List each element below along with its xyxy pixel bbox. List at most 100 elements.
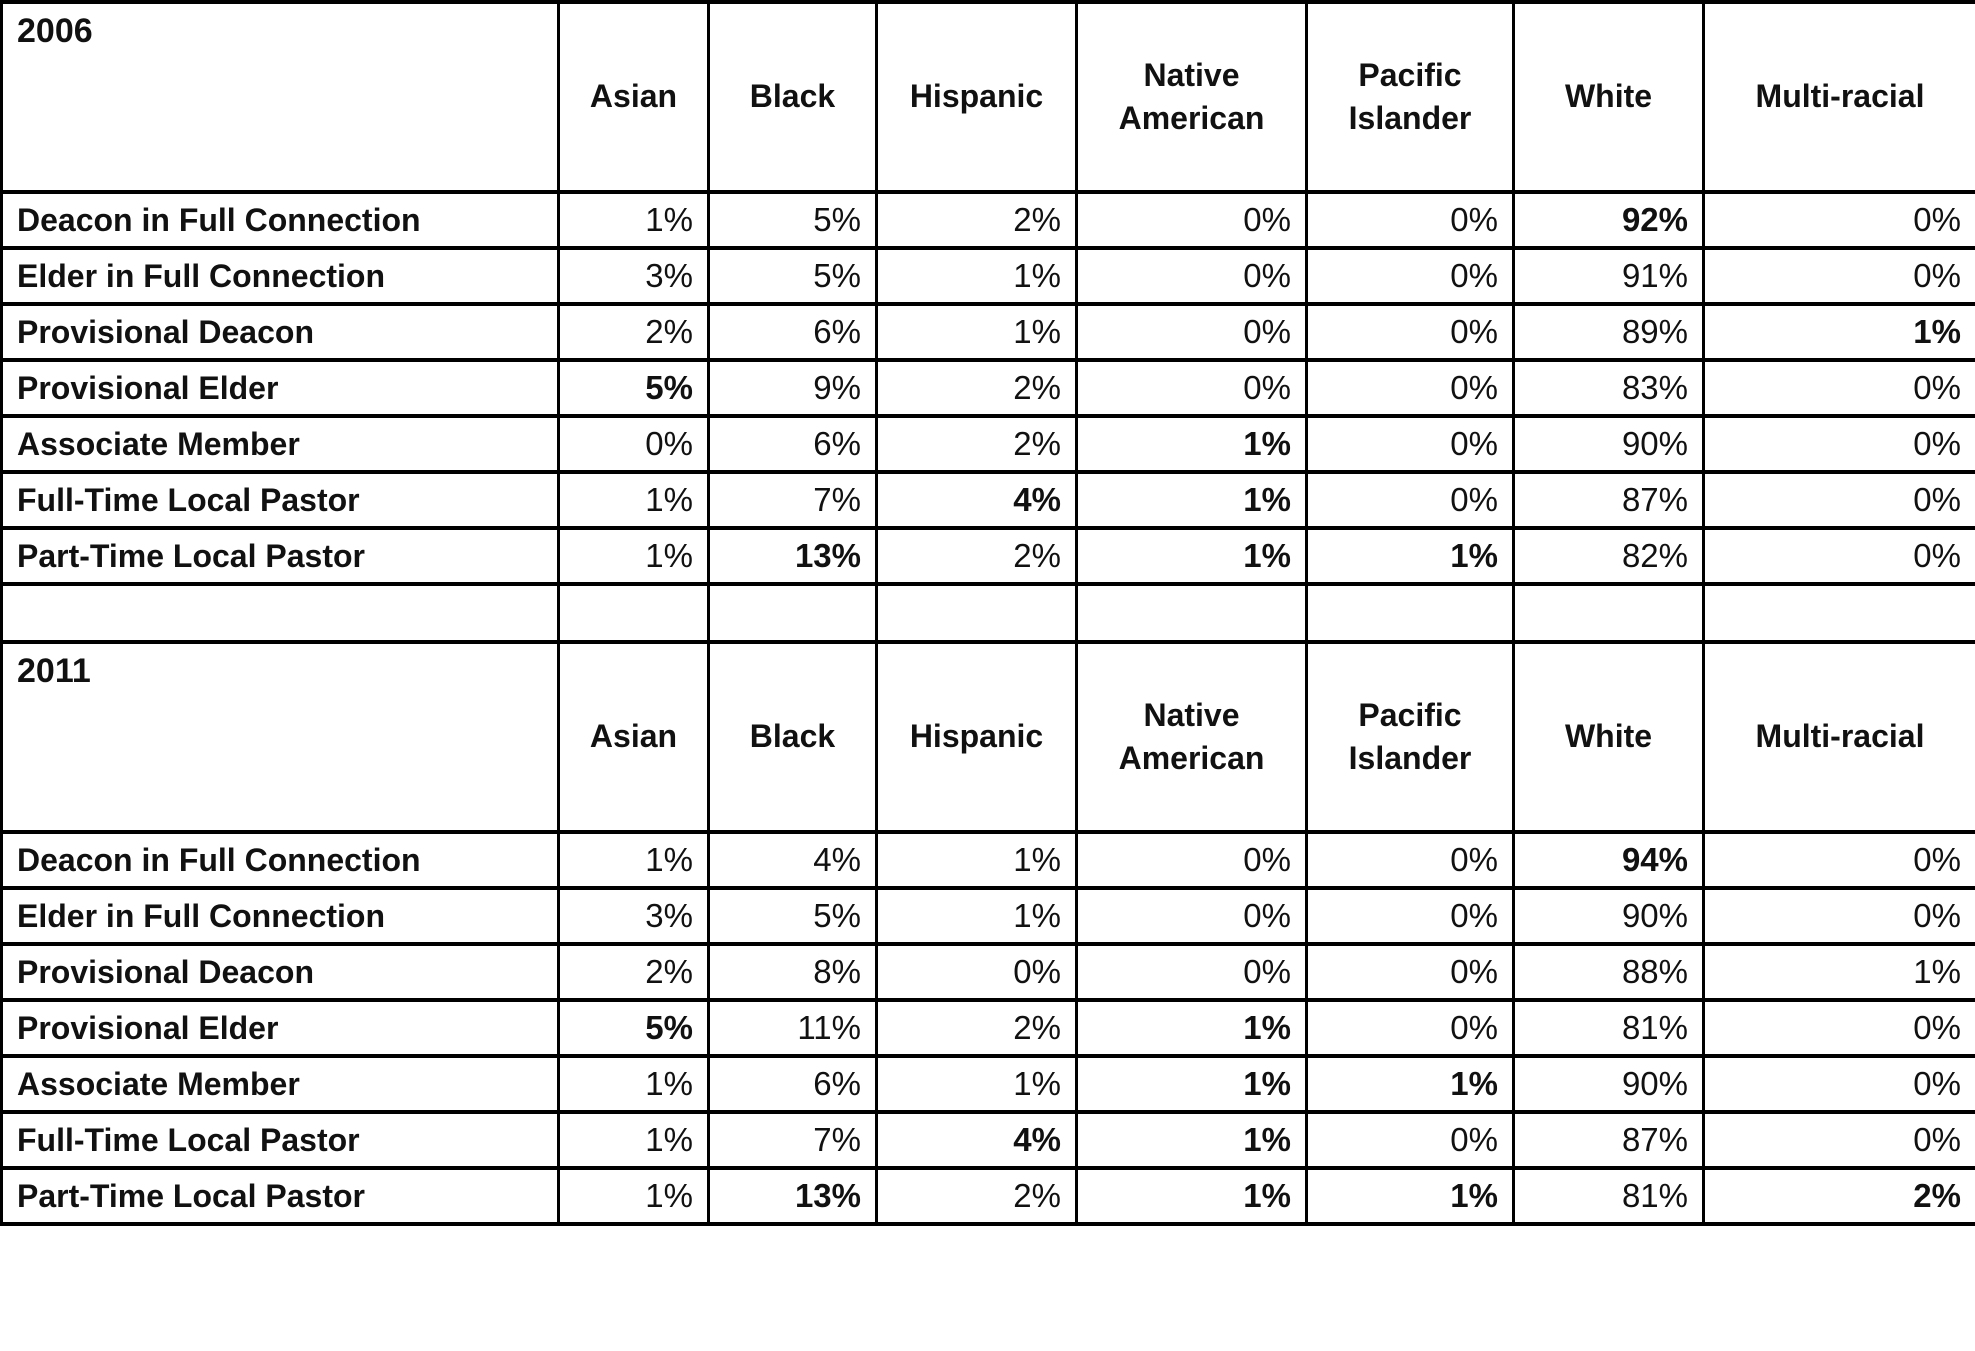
data-cell: 87% (1512, 1110, 1705, 1170)
table-row: Deacon in Full Connection 1% 5% 2% 0% 0% 92% 0% (0, 190, 1975, 250)
data-cell: 0% (1702, 1054, 1975, 1114)
data-cell: 83% (1512, 358, 1705, 418)
year-label: 2006 (0, 0, 560, 194)
data-cell: 0% (1075, 246, 1308, 306)
data-cell: 0% (1305, 302, 1515, 362)
spacer-cell (1702, 582, 1975, 644)
table-row: Associate Member 0% 6% 2% 1% 0% 90% 0% (0, 414, 1975, 474)
data-cell: 0% (1702, 998, 1975, 1058)
data-cell: 1% (875, 830, 1078, 890)
row-label: Provisional Elder (0, 358, 560, 418)
row-label: Elder in Full Connection (0, 886, 560, 946)
year-label: 2011 (0, 640, 560, 834)
row-label: Provisional Elder (0, 998, 560, 1058)
data-cell: 1% (1305, 1054, 1515, 1114)
data-cell: 1% (1075, 1166, 1308, 1226)
data-cell: 90% (1512, 414, 1705, 474)
table-row: Elder in Full Connection 3% 5% 1% 0% 0% 90% 0% (0, 886, 1975, 946)
spacer-cell (1512, 582, 1705, 644)
table-row: Part-Time Local Pastor 1% 13% 2% 1% 1% 81% 2% (0, 1166, 1975, 1226)
data-cell: 94% (1512, 830, 1705, 890)
table-row: Provisional Elder 5% 11% 2% 1% 0% 81% 0% (0, 998, 1975, 1058)
data-cell: 0% (1305, 998, 1515, 1058)
data-cell: 1% (557, 1166, 710, 1226)
data-cell: 1% (1075, 470, 1308, 530)
data-cell: 9% (707, 358, 878, 418)
data-cell: 4% (875, 1110, 1078, 1170)
data-cell: 89% (1512, 302, 1705, 362)
data-cell: 2% (875, 1166, 1078, 1226)
column-header: Asian (557, 0, 710, 194)
data-cell: 5% (557, 998, 710, 1058)
data-cell: 88% (1512, 942, 1705, 1002)
data-cell: 90% (1512, 886, 1705, 946)
spacer-cell (1305, 582, 1515, 644)
row-label: Provisional Deacon (0, 302, 560, 362)
column-header: Native American (1075, 0, 1308, 194)
table-row: Associate Member 1% 6% 1% 1% 1% 90% 0% (0, 1054, 1975, 1114)
data-cell: 1% (1305, 1166, 1515, 1226)
data-cell: 2% (875, 998, 1078, 1058)
data-cell: 90% (1512, 1054, 1705, 1114)
column-header: Multi-racial (1702, 640, 1975, 834)
column-header: Multi-racial (1702, 0, 1975, 194)
data-cell: 1% (875, 246, 1078, 306)
data-cell: 0% (1305, 414, 1515, 474)
data-cell: 0% (1702, 830, 1975, 890)
row-label: Deacon in Full Connection (0, 830, 560, 890)
column-header: Pacific Islander (1305, 0, 1515, 194)
data-cell: 0% (1075, 302, 1308, 362)
column-header: White (1512, 0, 1705, 194)
data-cell: 6% (707, 302, 878, 362)
row-label: Provisional Deacon (0, 942, 560, 1002)
data-cell: 1% (1702, 302, 1975, 362)
data-cell: 7% (707, 470, 878, 530)
table-row: Deacon in Full Connection 1% 4% 1% 0% 0% 94% 0% (0, 830, 1975, 890)
data-cell: 1% (875, 1054, 1078, 1114)
column-header: Hispanic (875, 640, 1078, 834)
data-cell: 0% (1702, 1110, 1975, 1170)
spacer-cell (1075, 582, 1308, 644)
table-row: Full-Time Local Pastor 1% 7% 4% 1% 0% 87% 0% (0, 470, 1975, 530)
data-cell: 1% (557, 526, 710, 586)
data-cell: 5% (707, 190, 878, 250)
data-cell: 3% (557, 886, 710, 946)
data-cell: 7% (707, 1110, 878, 1170)
data-cell: 0% (1305, 830, 1515, 890)
data-cell: 1% (557, 1054, 710, 1114)
data-cell: 6% (707, 414, 878, 474)
data-cell: 1% (557, 190, 710, 250)
spacer-cell (557, 582, 710, 644)
data-cell: 0% (1702, 526, 1975, 586)
data-cell: 2% (557, 942, 710, 1002)
column-header: Asian (557, 640, 710, 834)
clergy-ethnicity-table: 2006 Asian Black Hispanic Native American Pac… (0, 0, 1975, 1226)
data-cell: 2% (1702, 1166, 1975, 1226)
data-cell: 0% (1305, 886, 1515, 946)
spacer-cell (0, 582, 560, 644)
data-cell: 0% (1702, 358, 1975, 418)
spacer-cell (875, 582, 1078, 644)
column-header: Black (707, 0, 878, 194)
data-cell: 81% (1512, 998, 1705, 1058)
data-cell: 2% (557, 302, 710, 362)
table-row: Elder in Full Connection 3% 5% 1% 0% 0% 91% 0% (0, 246, 1975, 306)
data-cell: 81% (1512, 1166, 1705, 1226)
data-cell: 4% (707, 830, 878, 890)
data-cell: 1% (875, 886, 1078, 946)
data-cell: 0% (1075, 942, 1308, 1002)
data-cell: 1% (1702, 942, 1975, 1002)
data-cell: 1% (875, 302, 1078, 362)
data-cell: 0% (1075, 190, 1308, 250)
data-cell: 0% (1305, 246, 1515, 306)
table-row: Provisional Deacon 2% 8% 0% 0% 0% 88% 1% (0, 942, 1975, 1002)
data-cell: 11% (707, 998, 878, 1058)
column-header: White (1512, 640, 1705, 834)
spacer-cell (707, 582, 878, 644)
data-cell: 0% (1075, 358, 1308, 418)
data-cell: 13% (707, 1166, 878, 1226)
data-cell: 0% (875, 942, 1078, 1002)
column-header: Hispanic (875, 0, 1078, 194)
data-cell: 0% (1305, 190, 1515, 250)
